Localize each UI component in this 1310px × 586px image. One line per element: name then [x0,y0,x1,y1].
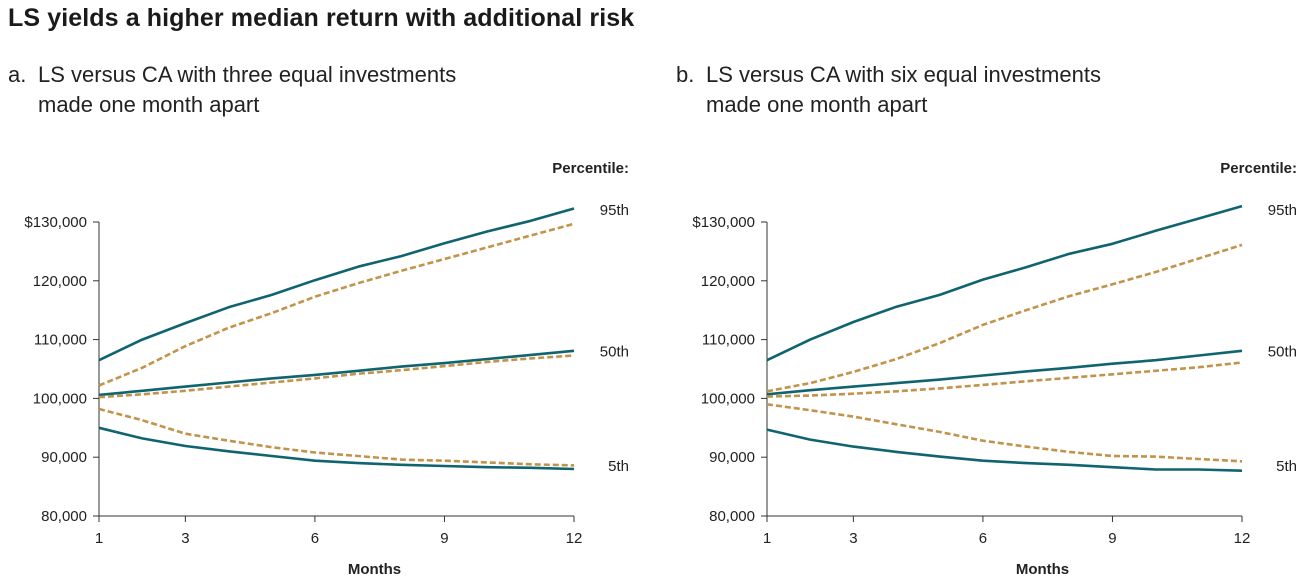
chart-b-percentile-label: 5th [1276,458,1297,475]
chart-a-subtitle-line2: made one month apart [38,92,260,117]
chart-a-subtitle: a. LS versus CA with three equal investme… [8,60,456,120]
chart-a-x-tick-label: 12 [566,530,583,547]
chart-b-y-tick-label: 120,000 [701,273,755,290]
chart-a-y-tick-label: $130,000 [24,214,87,231]
chart-b-label: b. [676,62,695,87]
chart-b-series-ca-95th [766,243,1243,393]
page-title: LS yields a higher median return with ad… [8,4,635,32]
chart-b-x-tick-label: 9 [1108,530,1116,547]
chart-b-subtitle-line1: LS versus CA with six equal investments [706,62,1101,87]
chart-a-label: a. [8,62,27,87]
chart-b-y-tick-label: 110,000 [702,332,755,349]
chart-b-x-tick-label: 1 [763,530,771,547]
chart-b-subtitle-line2: made one month apart [706,92,928,117]
chart-a-series-ls-5th [98,426,575,471]
chart-b-x-axis-title: Months [1016,561,1069,578]
chart-b: 80,000 90,000 100,000 110,000 120,000 $130,00… [692,160,1297,578]
chart-a-x-axis-title: Months [348,561,401,578]
chart-b-series-ca-5th [766,403,1243,463]
chart-a-series-ls-95th [98,207,575,362]
chart-a-x-tick-label: 6 [311,530,319,547]
chart-a-series-ca-95th [98,222,575,387]
chart-a-y-tick-label: 100,000 [33,390,87,407]
chart-b-y-tick-label: 90,000 [709,449,755,466]
chart-b-percentile-label: 95th [1268,202,1297,219]
chart-b-series-ls-5th [766,428,1243,472]
chart-a-x-tick-label: 9 [440,530,448,547]
chart-b-series-ca-50th [766,361,1243,398]
chart-b-y-tick-label: 80,000 [709,508,755,525]
chart-a-legend-title: Percentile: [552,160,629,177]
chart-b-x-tick-label: 3 [849,530,857,547]
chart-b-series-ls-50th [766,349,1243,396]
chart-a-y-tick-label: 120,000 [33,273,87,290]
chart-b-y-tick-label: 100,000 [701,390,755,407]
chart-a-series-ca-50th [98,354,575,399]
chart-a-y-tick-label: 90,000 [41,449,87,466]
chart-b-series-ls-95th [766,204,1243,362]
chart-a-percentile-label: 95th [600,202,629,219]
chart-a-series-ca-5th [98,407,575,467]
chart-a: 80,000 90,000 100,000 110,000 120,000 $130,00… [24,160,629,578]
chart-b-y-tick-label: $130,000 [692,214,755,231]
chart-a-y-tick-label: 80,000 [41,508,87,525]
chart-b-x-tick-label: 6 [979,530,987,547]
chart-b-subtitle: b. LS versus CA with six equal investment… [676,60,1101,120]
chart-b-percentile-label: 50th [1268,343,1297,360]
chart-a-x-tick-label: 1 [95,530,103,547]
chart-a-series-ls-50th [98,349,575,397]
chart-a-percentile-label: 50th [600,343,629,360]
chart-a-percentile-label: 5th [608,458,629,475]
chart-a-subtitle-line1: LS versus CA with three equal investment… [38,62,457,87]
chart-b-legend-title: Percentile: [1220,160,1297,177]
chart-b-x-tick-label: 12 [1234,530,1251,547]
chart-a-y-tick-label: 110,000 [34,332,87,349]
chart-a-x-tick-label: 3 [181,530,189,547]
